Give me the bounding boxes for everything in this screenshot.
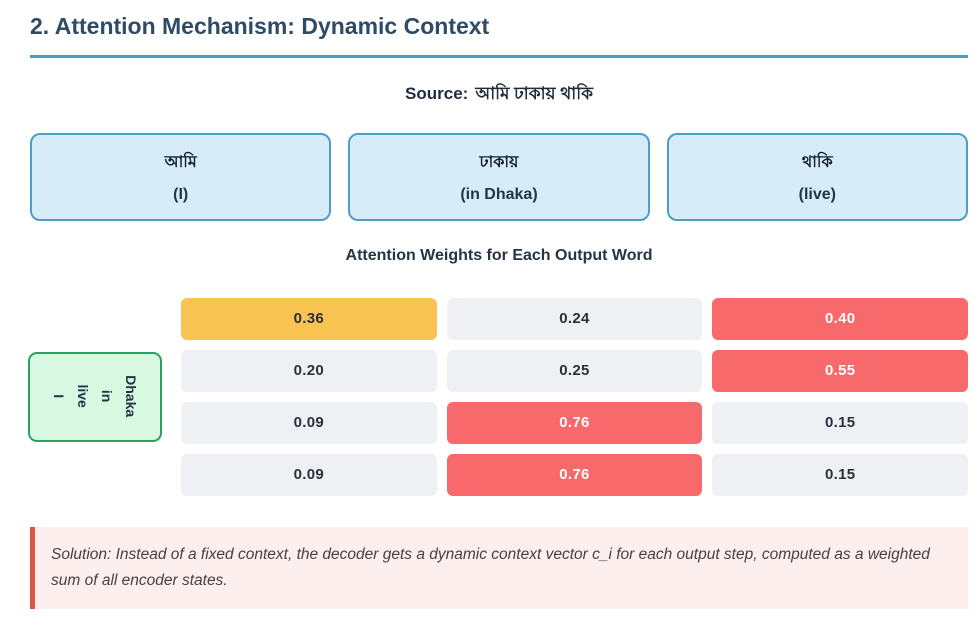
output-word: live (75, 384, 91, 409)
attention-grid: 0.36 0.24 0.40 0.20 0.25 0.55 0.09 0.76 … (181, 297, 968, 496)
attention-cell-r2c1: 0.20 (181, 349, 437, 392)
attention-matrix: Dhaka in live I 0.36 0.24 0.40 0.20 0.25… (28, 297, 968, 496)
attention-cell-r3c3: 0.15 (712, 401, 968, 444)
attention-cell-r4c3: 0.15 (712, 453, 968, 496)
source-word-bengali: থাকি (801, 153, 833, 171)
source-word-gloss: (I) (173, 185, 189, 203)
title-underline (30, 54, 968, 58)
attention-cell-r4c2: 0.76 (446, 453, 703, 496)
attention-cell-r3c2: 0.76 (446, 401, 703, 444)
source-word-card-1: আমি (I) (30, 132, 332, 221)
output-word: in (99, 390, 116, 403)
source-word-card-3: থাকি (live) (666, 132, 968, 221)
source-word-bengali: আমি (164, 153, 197, 171)
section-title: 2. Attention Mechanism: Dynamic Context (30, 13, 490, 39)
source-word-gloss: (in Dhaka) (460, 185, 538, 203)
matrix-heading: Attention Weights for Each Output Word (345, 246, 653, 264)
solution-callout: Solution: Instead of a fixed context, th… (30, 526, 968, 610)
attention-cell-r1c3: 0.40 (712, 297, 968, 340)
output-words-label-box: Dhaka in live I (28, 351, 162, 442)
output-word: Dhaka (123, 375, 140, 418)
source-text: আমি ঢাকায় থাকি (475, 83, 593, 103)
source-word-bengali: ঢাকায় (479, 153, 519, 171)
attention-cell-r1c1: 0.36 (181, 297, 437, 340)
source-word-card-2: ঢাকায় (in Dhaka) (348, 132, 650, 221)
source-sentence: Source: আমি ঢাকায় থাকি (30, 81, 968, 109)
source-word-gloss: (live) (798, 185, 836, 203)
output-words-rotated-label: Dhaka in live I (47, 376, 143, 418)
source-word-row: আমি (I) ঢাকায় (in Dhaka) থাকি (live) (30, 132, 968, 221)
attention-cell-r1c2: 0.24 (446, 297, 703, 340)
attention-cell-r3c1: 0.09 (181, 401, 437, 444)
output-word: I (50, 394, 67, 399)
source-label: Source: (405, 83, 469, 103)
attention-cell-r2c3: 0.55 (712, 349, 968, 392)
attention-cell-r4c1: 0.09 (181, 453, 437, 496)
attention-cell-r2c2: 0.25 (446, 349, 703, 392)
solution-text: Solution: Instead of a fixed context, th… (51, 545, 930, 589)
